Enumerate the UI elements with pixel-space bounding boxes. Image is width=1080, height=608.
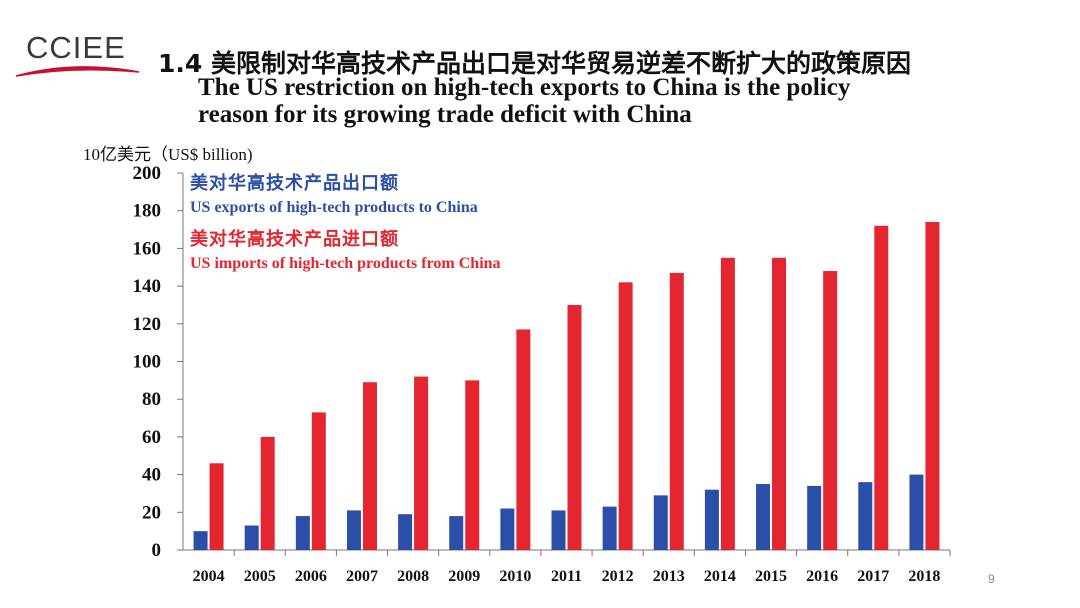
x-tick-label: 2006 — [295, 568, 327, 585]
exports-bar — [602, 506, 617, 550]
legend-exports-en: US exports of high-tech products to Chin… — [190, 199, 478, 216]
imports-bar — [925, 222, 940, 550]
imports-bar — [311, 412, 326, 550]
y-tick-label: 80 — [142, 389, 161, 410]
y-tick-label: 140 — [133, 276, 162, 297]
title-en-line2: reason for its growing trade deficit wit… — [198, 101, 692, 128]
exports-bar — [244, 525, 259, 550]
y-tick-label: 160 — [133, 238, 162, 259]
y-tick-label: 180 — [133, 201, 162, 222]
exports-bar — [295, 516, 310, 550]
x-tick-label: 2005 — [244, 568, 276, 585]
cciee-logo: CCIEE — [14, 30, 144, 80]
y-tick-label: 60 — [142, 427, 161, 448]
y-tick-label: 40 — [142, 465, 161, 486]
legend-imports-en: US imports of high-tech products from Ch… — [190, 255, 501, 272]
exports-bar — [398, 514, 413, 550]
exports-bar — [449, 516, 464, 550]
exports-bar — [346, 510, 361, 550]
exports-bar — [858, 482, 873, 550]
page-number: 9 — [988, 572, 995, 586]
imports-bar — [465, 380, 480, 550]
y-tick-label: 0 — [152, 540, 162, 561]
y-tick-label: 200 — [133, 163, 162, 184]
y-tick-label: 100 — [133, 352, 162, 373]
imports-bar — [874, 225, 889, 550]
imports-bar — [823, 271, 838, 550]
imports-bar — [260, 436, 275, 550]
x-tick-label: 2017 — [857, 568, 889, 585]
imports-bar — [669, 272, 684, 550]
slide-title-chinese: 1.4 美限制对华高技术产品出口是对华贸易逆差不断扩大的政策原因 — [158, 49, 911, 78]
x-tick-label: 2008 — [397, 568, 429, 585]
x-tick-label: 2004 — [193, 568, 225, 585]
title-en-line1: The US restriction on high-tech exports … — [198, 74, 851, 101]
imports-bar — [567, 304, 582, 550]
y-tick-label: 120 — [133, 314, 162, 335]
exports-bar — [704, 489, 719, 550]
exports-bar — [500, 508, 515, 550]
imports-bar — [618, 282, 633, 550]
exports-bar — [653, 495, 668, 550]
imports-bar — [209, 463, 224, 550]
imports-bar — [362, 382, 377, 550]
exports-bar — [909, 474, 924, 550]
x-tick-label: 2010 — [499, 568, 531, 585]
x-tick-label: 2015 — [755, 568, 787, 585]
x-tick-label: 2009 — [448, 568, 480, 585]
exports-bar — [193, 531, 208, 550]
x-tick-label: 2007 — [346, 568, 378, 585]
x-tick-label: 2014 — [704, 568, 736, 585]
y-axis-unit-label: 10亿美元（US$ billion) — [83, 145, 253, 164]
legend-exports-zh: 美对华高技术产品出口额 — [190, 173, 399, 194]
x-tick-label: 2013 — [653, 568, 685, 585]
logo-text: CCIEE — [26, 30, 126, 65]
chart-legend: 美对华高技术产品出口额 US exports of high-tech prod… — [190, 172, 501, 276]
y-tick-label: 20 — [142, 502, 161, 523]
legend-imports-zh: 美对华高技术产品进口额 — [190, 229, 399, 250]
x-tick-label: 2018 — [908, 568, 940, 585]
exports-bar — [807, 485, 822, 550]
exports-bar — [551, 510, 566, 550]
imports-bar — [720, 257, 735, 550]
slide-title-english: The US restriction on high-tech exports … — [198, 74, 998, 128]
imports-bar — [772, 257, 787, 550]
exports-bar — [756, 484, 771, 550]
logo-swoosh — [15, 66, 140, 77]
x-tick-label: 2012 — [602, 568, 634, 585]
imports-bar — [516, 329, 531, 550]
x-tick-label: 2011 — [551, 568, 582, 585]
x-tick-label: 2016 — [806, 568, 838, 585]
imports-bar — [414, 376, 429, 550]
